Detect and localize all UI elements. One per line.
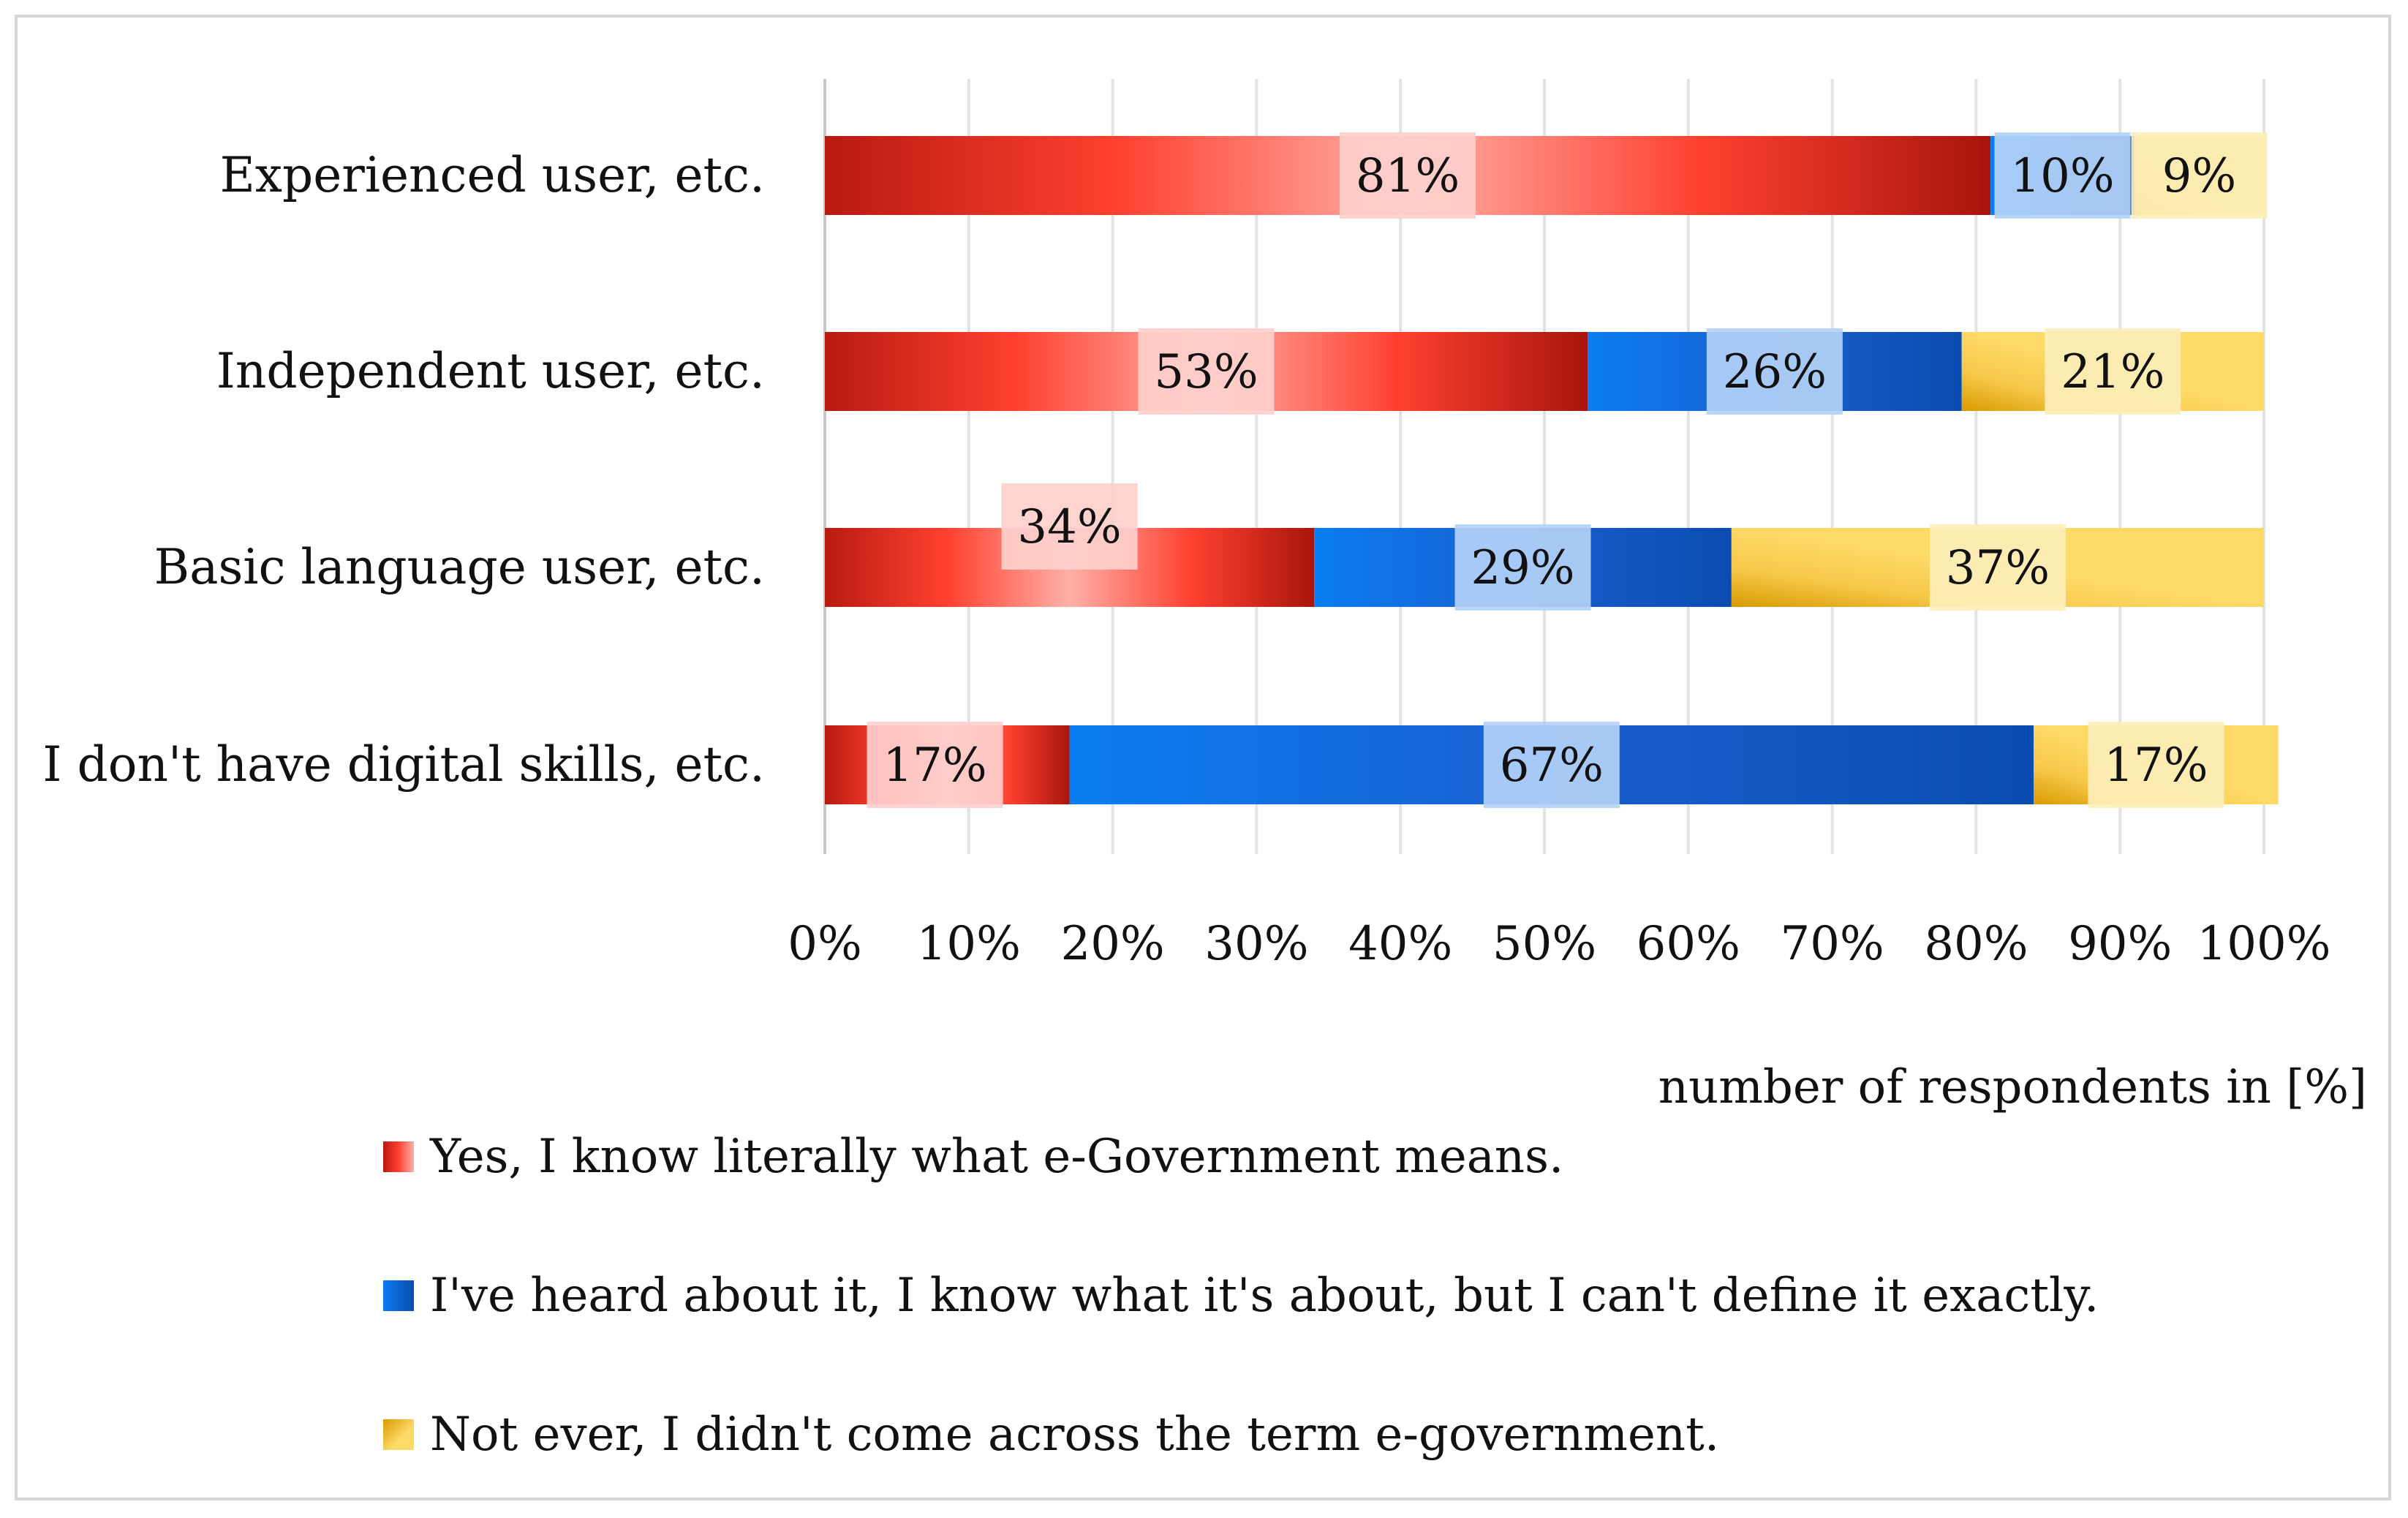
x-tick-label: 100% bbox=[2197, 917, 2331, 971]
data-label-bg bbox=[1001, 483, 1138, 570]
data-label-bg bbox=[867, 722, 1003, 808]
data-label-heard: 10% bbox=[2010, 149, 2114, 203]
data-label-not-ever: 21% bbox=[2061, 345, 2164, 399]
data-label-bg bbox=[1994, 132, 2131, 219]
x-tick-label: 70% bbox=[1780, 917, 1884, 971]
data-label-heard: 29% bbox=[1471, 541, 1574, 595]
x-tick-label: 30% bbox=[1204, 917, 1308, 971]
data-label-yes: 53% bbox=[1154, 345, 1258, 399]
data-label-bg bbox=[1340, 132, 1476, 219]
category-label: Basic language user, etc. bbox=[154, 539, 765, 595]
x-axis-title: number of respondents in [%] bbox=[1658, 1060, 2367, 1114]
x-tick-label: 80% bbox=[1924, 917, 2028, 971]
data-label-bg bbox=[2045, 328, 2181, 415]
data-label-yes: 17% bbox=[883, 739, 986, 793]
data-label-yes: 81% bbox=[1356, 149, 1460, 203]
category-label: Independent user, etc. bbox=[216, 343, 765, 399]
data-label-not-ever: 17% bbox=[2104, 739, 2208, 793]
data-label-bg bbox=[1706, 328, 1843, 415]
data-label-bg bbox=[2131, 132, 2268, 219]
category-label: Experienced user, etc. bbox=[220, 147, 765, 203]
x-tick-label: 0% bbox=[788, 917, 862, 971]
data-label-yes: 34% bbox=[1017, 500, 1121, 554]
category-label: I don't have digital skills, etc. bbox=[42, 736, 765, 793]
legend-item-yes: Yes, I know literally what e-Government … bbox=[383, 1130, 1563, 1184]
data-label-heard: 67% bbox=[1500, 739, 1604, 793]
data-label-bg bbox=[1929, 524, 2066, 611]
legend-item-not-ever: Not ever, I didn't come across the term … bbox=[383, 1408, 1719, 1462]
legend-label-not-ever: Not ever, I didn't come across the term … bbox=[430, 1408, 1720, 1462]
data-label-heard: 26% bbox=[1723, 345, 1827, 399]
data-label-not-ever: 37% bbox=[1946, 541, 2050, 595]
legend-item-heard: I've heard about it, I know what it's ab… bbox=[383, 1269, 2099, 1323]
data-label-bg bbox=[1454, 524, 1591, 611]
x-tick-label: 20% bbox=[1060, 917, 1164, 971]
data-label-bg bbox=[2088, 722, 2224, 808]
legend-label-yes: Yes, I know literally what e-Government … bbox=[430, 1130, 1564, 1184]
x-tick-label: 40% bbox=[1348, 917, 1452, 971]
x-tick-label: 60% bbox=[1637, 917, 1740, 971]
data-label-bg bbox=[1483, 722, 1620, 808]
legend-swatch-yellow bbox=[383, 1419, 414, 1450]
x-tick-label: 50% bbox=[1492, 917, 1596, 971]
data-label-not-ever: 9% bbox=[2162, 149, 2237, 203]
legend-swatch-red bbox=[383, 1141, 414, 1172]
x-tick-label: 10% bbox=[917, 917, 1021, 971]
x-tick-label: 90% bbox=[2068, 917, 2172, 971]
legend-swatch-blue bbox=[383, 1280, 414, 1311]
data-label-bg bbox=[1138, 328, 1275, 415]
chart-frame bbox=[15, 15, 2391, 1500]
legend-label-heard: I've heard about it, I know what it's ab… bbox=[430, 1269, 2099, 1323]
